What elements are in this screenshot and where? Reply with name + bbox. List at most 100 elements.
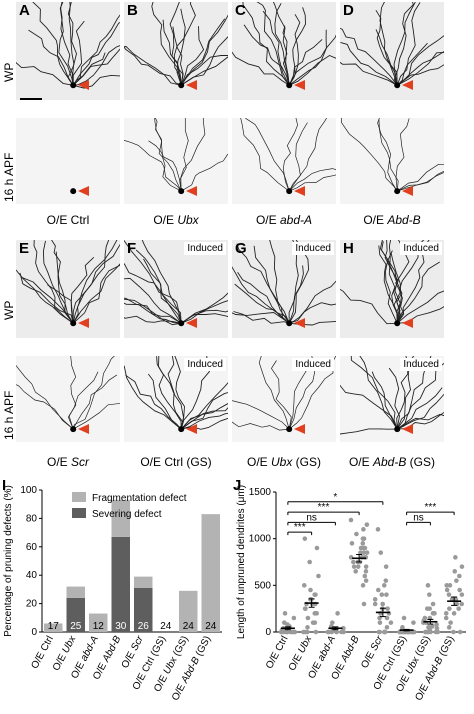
data-point [302,536,308,541]
data-point [360,541,366,546]
dendrite-branch [28,29,74,86]
bar-severing [66,597,85,632]
data-point [361,527,366,532]
data-point [457,587,462,593]
data-point [375,587,381,593]
dendrite-branch [73,403,120,430]
dendrite-branch [72,374,118,430]
dendrite-branch [396,387,443,430]
panel-label-D: D [343,2,354,19]
micrograph-G-wp: Induced [232,240,336,338]
panel-label-F: F [127,240,137,257]
dendrite-branch [124,298,182,326]
data-point [427,606,433,611]
data-point [459,564,465,569]
data-point [429,624,435,629]
dendrite-branch [258,356,290,430]
dendrite-branch [340,288,398,325]
dendrite-branch [289,320,336,326]
dendrite-branch [124,240,182,324]
dendrite-branch [176,8,186,86]
n-label: 12 [93,621,105,632]
neuron-dendrites [232,2,336,86]
data-point [281,620,287,625]
neuron-dendrites [16,240,120,324]
n-label: 25 [70,621,82,632]
soma [178,320,185,327]
data-point [384,592,389,597]
data-point [341,629,346,635]
dendrite-branch [181,300,228,324]
dendrite-branch [288,356,336,430]
data-point [372,601,378,607]
dendrite-branch [124,139,182,192]
dendrite-branch [237,271,290,324]
dendrite-branch [340,27,398,86]
bar-fragmentation [201,514,220,632]
dendrite-branch [148,140,182,192]
data-point [361,601,367,607]
soma [70,188,77,195]
dendrite-branch [124,262,182,324]
dendrite-branch [172,26,184,86]
panel-caption-G: O/E Ubx (GS) [246,455,322,469]
dendrite-branch [180,356,210,430]
dendrite-branch [340,428,398,435]
dendrite-branch [180,118,206,192]
dendrite-branch [124,365,182,430]
dendrite-branch [393,2,416,86]
induced-tag: Induced [292,242,334,255]
dendrite-branch [395,118,410,192]
dendrite-branch [60,2,74,86]
dendrite-branch [393,2,414,86]
soma-arrowhead-icon [294,186,306,197]
soma-arrowhead-icon [402,80,414,91]
panel-caption-D: O/E Abd-B [363,213,421,227]
data-point [427,592,432,597]
neuron-dendrites [124,118,228,192]
data-point [378,550,384,555]
soma [394,426,401,433]
dendrite-branch [180,14,228,86]
data-point [379,592,385,597]
dendrite-branch [180,292,228,324]
dendrite-branch [384,240,401,324]
neuron-dendrites [16,356,120,430]
dendrite-branch [397,306,444,324]
data-point [381,583,387,588]
panel-caption-A: O/E Ctrl [46,213,90,227]
data-point [362,545,368,551]
n-label: 24 [183,621,195,632]
dendrite-branch [272,2,290,86]
dendrite-branch [341,118,398,192]
micrograph-B-apf [124,118,228,204]
data-point [411,620,416,625]
soma-arrowhead-icon [78,318,90,329]
bar-severing [111,536,130,632]
data-point [388,620,394,625]
data-point [384,615,390,621]
dendrite-branch [169,2,182,86]
data-point [428,629,433,635]
neuron-dendrites [340,356,444,435]
row-label-apf-2: 16 h APF [2,390,16,440]
neuron-dendrites [340,2,444,86]
dendrite-branch [154,118,182,192]
data-point [385,606,390,611]
data-point [364,522,370,527]
data-point [459,601,465,607]
micrograph-A-wp [16,2,120,100]
dendrite-branch [371,371,398,430]
legend-label-fragmentation: Fragmentation defect [92,493,187,504]
soma [178,82,185,89]
soma-arrowhead-icon [186,424,198,435]
panel-label-E: E [19,240,30,257]
dendrite-branch [47,284,74,324]
neuron-dendrites [240,118,336,192]
dendrite-branch [124,315,182,324]
dendrite-branch [396,35,444,86]
legend-label-severing: Severing defect [92,509,162,520]
data-point [362,573,368,579]
micrograph-H-apf: Induced [340,356,444,442]
